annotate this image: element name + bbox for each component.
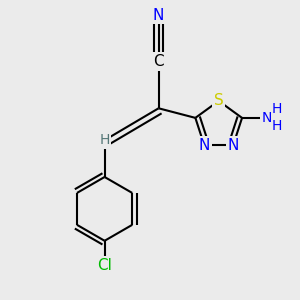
Text: N: N bbox=[199, 138, 210, 153]
Text: N: N bbox=[227, 138, 239, 153]
Text: H: H bbox=[99, 133, 110, 147]
Text: N: N bbox=[261, 111, 272, 125]
Text: C: C bbox=[153, 54, 164, 69]
Text: S: S bbox=[214, 93, 224, 108]
Text: H: H bbox=[271, 102, 282, 116]
Text: H: H bbox=[271, 119, 282, 134]
Text: Cl: Cl bbox=[97, 258, 112, 273]
Text: N: N bbox=[153, 8, 164, 22]
